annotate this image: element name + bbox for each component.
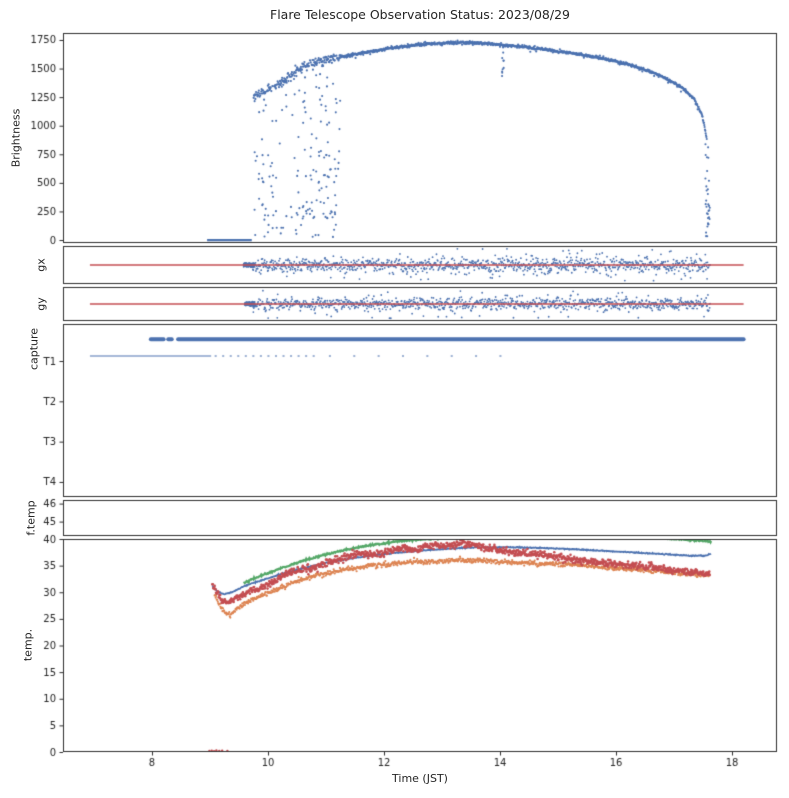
x-axis-label: Time (JST) bbox=[392, 772, 448, 785]
chart-title: Flare Telescope Observation Status: 2023… bbox=[270, 7, 570, 22]
y-axis-label-gy: gy bbox=[34, 297, 48, 311]
y-axis-label-temp: temp. bbox=[21, 628, 35, 662]
y-axis-label-brightness: Brightness bbox=[9, 108, 23, 168]
y-axis-label-ftemp: f.temp bbox=[24, 500, 38, 536]
y-axis-label-gx: gx bbox=[34, 258, 48, 272]
y-axis-label-capture: capture bbox=[27, 327, 41, 371]
